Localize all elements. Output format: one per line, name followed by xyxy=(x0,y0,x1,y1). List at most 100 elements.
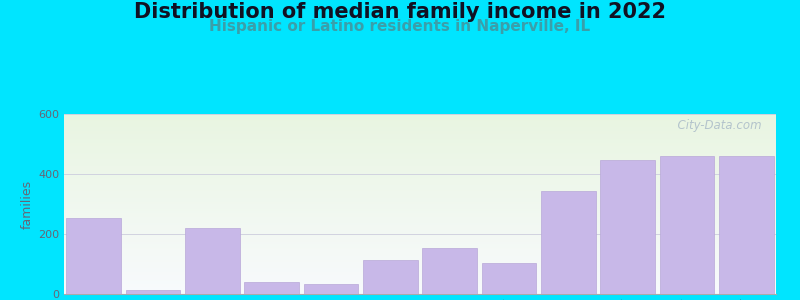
Bar xyxy=(64,158,776,159)
Bar xyxy=(64,287,776,288)
Bar xyxy=(64,160,776,161)
Bar xyxy=(64,124,776,125)
Bar xyxy=(64,264,776,265)
Bar xyxy=(64,265,776,266)
Bar xyxy=(64,268,776,269)
Bar xyxy=(64,192,776,193)
Bar xyxy=(64,222,776,223)
Bar xyxy=(64,156,776,157)
Bar xyxy=(64,200,776,201)
Bar xyxy=(64,163,776,164)
Bar xyxy=(64,195,776,196)
Bar xyxy=(64,180,776,181)
Bar xyxy=(64,272,776,273)
Bar xyxy=(64,224,776,225)
Bar xyxy=(64,202,776,203)
Bar xyxy=(64,214,776,215)
Bar xyxy=(64,263,776,264)
Bar xyxy=(64,247,776,248)
Bar xyxy=(64,119,776,120)
Bar xyxy=(64,271,776,272)
Bar xyxy=(64,276,776,277)
Bar xyxy=(64,177,776,178)
Bar xyxy=(64,143,776,144)
Bar xyxy=(64,159,776,160)
Bar xyxy=(64,141,776,142)
Bar xyxy=(64,175,776,176)
Bar xyxy=(64,201,776,202)
Bar xyxy=(64,152,776,153)
Bar xyxy=(64,285,776,286)
Bar xyxy=(64,114,776,115)
Bar xyxy=(64,281,776,282)
Bar xyxy=(64,278,776,279)
Bar xyxy=(64,183,776,184)
Bar xyxy=(64,168,776,169)
Bar xyxy=(64,249,776,250)
Bar xyxy=(64,253,776,254)
Bar xyxy=(64,170,776,171)
Bar xyxy=(64,244,776,245)
Bar xyxy=(64,288,776,289)
Bar xyxy=(64,260,776,261)
Bar xyxy=(64,149,776,150)
Bar xyxy=(64,118,776,119)
Bar xyxy=(64,117,776,118)
Bar xyxy=(64,150,776,151)
Bar xyxy=(64,194,776,195)
Bar xyxy=(64,151,776,152)
Bar xyxy=(64,231,776,232)
Bar xyxy=(64,245,776,246)
Bar xyxy=(64,228,776,229)
Bar xyxy=(64,217,776,218)
Bar xyxy=(64,225,776,226)
Bar xyxy=(66,218,121,294)
Bar xyxy=(64,185,776,186)
Bar xyxy=(64,144,776,145)
Bar xyxy=(64,267,776,268)
Bar xyxy=(64,243,776,244)
Bar xyxy=(64,235,776,236)
Bar xyxy=(64,138,776,139)
Bar xyxy=(363,260,418,294)
Bar xyxy=(64,286,776,287)
Bar xyxy=(64,182,776,183)
Bar xyxy=(64,219,776,220)
Bar xyxy=(64,155,776,156)
Bar xyxy=(64,261,776,262)
Bar xyxy=(64,179,776,180)
Bar xyxy=(64,171,776,172)
Bar xyxy=(64,128,776,129)
Bar xyxy=(64,166,776,167)
Bar xyxy=(64,210,776,211)
Bar xyxy=(64,262,776,263)
Bar xyxy=(64,153,776,154)
Bar xyxy=(64,206,776,207)
Bar xyxy=(64,223,776,224)
Bar xyxy=(64,131,776,132)
Bar xyxy=(64,174,776,175)
Bar xyxy=(64,280,776,281)
Bar xyxy=(64,227,776,228)
Bar xyxy=(64,234,776,235)
Bar xyxy=(64,190,776,191)
Bar xyxy=(64,137,776,138)
Bar xyxy=(541,190,596,294)
Bar xyxy=(64,209,776,210)
Y-axis label: families: families xyxy=(21,179,34,229)
Bar xyxy=(64,233,776,234)
Bar xyxy=(64,292,776,293)
Bar xyxy=(64,145,776,146)
Bar xyxy=(64,277,776,278)
Bar xyxy=(64,121,776,122)
Bar xyxy=(64,198,776,199)
Bar xyxy=(64,134,776,135)
Bar xyxy=(64,242,776,243)
Bar xyxy=(64,189,776,190)
Bar xyxy=(64,293,776,294)
Bar xyxy=(64,165,776,166)
Bar xyxy=(64,162,776,163)
Text: Hispanic or Latino residents in Naperville, IL: Hispanic or Latino residents in Napervil… xyxy=(210,20,590,34)
Bar xyxy=(64,250,776,251)
Bar xyxy=(64,257,776,258)
